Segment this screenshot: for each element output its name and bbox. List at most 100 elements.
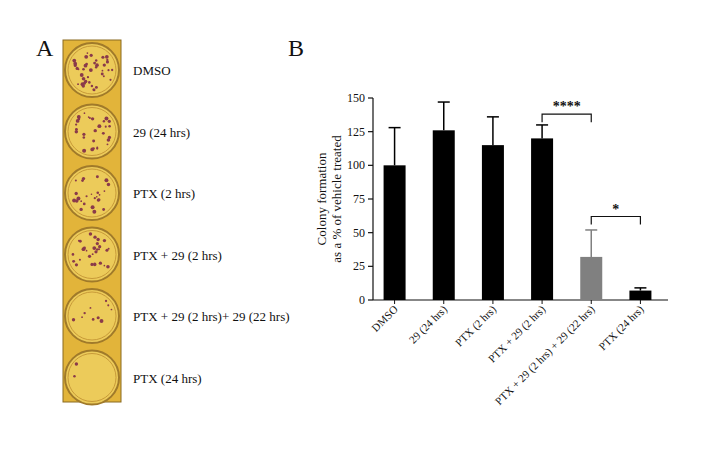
well-label: PTX + 29 (2 hrs)+ 29 (22 hrs) [133,309,290,324]
colony [107,143,109,145]
colony [104,178,108,182]
colony [72,260,75,263]
colony [107,304,109,306]
colony [102,70,104,72]
colony [96,175,99,178]
colony [104,265,106,267]
well-rim [68,108,116,156]
y-tick [368,299,373,300]
colony [95,63,99,67]
colony [96,191,99,194]
colony [93,89,96,92]
colony [92,253,94,255]
error-cap [536,124,548,126]
colony [107,69,109,71]
colony [73,375,76,378]
y-tick [368,97,373,98]
colony [105,300,107,302]
colony [90,263,93,266]
colony [81,316,83,318]
y-tick-label: 75 [353,192,365,206]
y-tick [368,266,373,267]
colony [94,250,97,253]
colony [89,307,91,309]
well [65,351,119,405]
colony [87,52,89,54]
x-tick-label: DMSO [369,303,400,334]
well-rim [68,354,116,402]
colony [95,86,98,89]
colony [94,129,97,132]
colony [80,200,82,202]
colony [75,192,78,195]
error-cap [634,287,646,289]
y-tick [368,232,373,233]
sig-bracket [591,217,640,225]
bar [482,145,504,300]
colony [97,124,101,128]
colony [82,133,85,136]
sig-label: * [612,202,619,217]
colony [92,147,95,150]
colony [88,81,91,84]
error-cap [438,101,450,103]
colony [75,128,78,131]
colony [104,190,106,192]
colony [85,195,87,197]
colony [108,125,111,128]
well-rim [68,169,116,217]
colony [86,250,88,252]
error-bar [438,102,450,130]
colony [92,318,95,321]
well-label: DMSO [133,63,171,78]
colony [105,126,107,128]
colony [101,72,104,75]
bars [384,102,652,300]
bar [433,130,455,300]
y-tick [368,131,373,132]
colony [83,203,86,206]
x-tick [443,300,444,304]
colony [92,89,94,91]
colony [84,112,86,114]
error-stem [443,102,445,130]
error-stem [394,128,396,166]
y-tick-label: 125 [347,125,365,139]
colony [90,54,93,57]
colony [102,208,105,211]
colony [107,138,111,142]
error-cap [487,116,499,118]
colony [79,208,82,211]
colony [82,68,85,71]
x-tick-label: PTX (24 hrs) [596,303,646,353]
x-tick-label: PTX (2 hrs) [453,303,500,350]
colony [111,69,113,71]
colony [82,149,86,153]
colony [82,247,86,251]
colony [82,177,85,180]
colony [77,83,79,85]
colony [78,240,80,242]
well-rim [68,46,116,94]
y-tick-label: 50 [353,226,365,240]
colony [75,263,78,266]
colony [109,79,111,81]
well [65,43,119,97]
x-tick [394,300,395,304]
colony [93,235,96,238]
colony [91,85,93,87]
error-cap [585,229,597,231]
y-tick-label: 150 [347,91,365,105]
colony [95,59,97,61]
well-label: 29 (24 hrs) [133,125,190,140]
bar [531,138,553,300]
error-bar [389,128,401,166]
colony [83,246,86,249]
plate-strip [63,40,121,402]
panel-label: B [288,35,304,61]
well [65,105,119,159]
colony [96,196,98,198]
y-label: as a % of vehicle treated [329,135,344,263]
colony [73,62,77,66]
colony [102,132,105,135]
